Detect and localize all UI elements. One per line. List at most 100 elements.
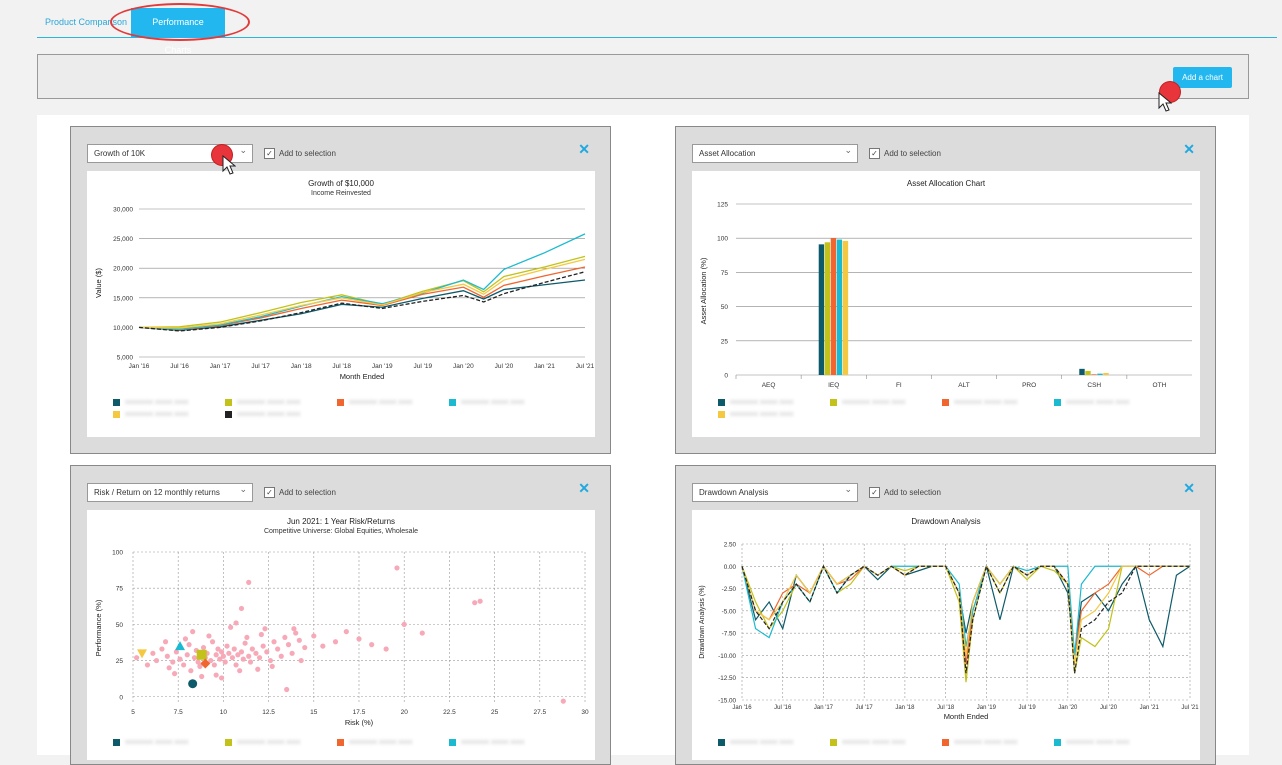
highlight-marker [196, 649, 207, 660]
panel-header: Drawdown Analysis ✓ Add to selection ✕ [676, 466, 1215, 510]
legend-item[interactable]: xxxxxxxx xxxxx xxxx [942, 399, 1017, 406]
legend-item[interactable]: xxxxxxxx xxxxx xxxx [337, 739, 412, 746]
highlight-marker [188, 679, 198, 689]
scatter-point [258, 631, 264, 638]
chart-type-select[interactable]: Drawdown Analysis [692, 481, 858, 502]
y-tick-label: 100 [112, 550, 123, 557]
legend-item[interactable]: xxxxxxxx xxxxx xxxx [225, 739, 300, 746]
legend-item[interactable]: xxxxxxxx xxxxx xxxx [718, 739, 793, 746]
checkbox[interactable]: ✓ [264, 487, 275, 498]
bar [1091, 374, 1097, 375]
x-tick-label: 30 [581, 709, 589, 716]
growth-chart-svg: Growth of $10,000 Income Reinvested 5,000 1… [94, 179, 595, 381]
x-tick-label: Jan '16 [732, 705, 752, 711]
y-tick-label: 5,000 [117, 355, 134, 362]
add-to-selection[interactable]: ✓ Add to selection [869, 487, 941, 498]
allocation-chart-svg: Asset Allocation Chart 0 25 50 75 100 125 Asset… [699, 179, 1192, 389]
y-tick-label: 0.00 [724, 564, 737, 571]
legend-item[interactable]: xxxxxxxx xxxxx xxxx [113, 739, 188, 746]
add-to-selection[interactable]: ✓ Add to selection [264, 148, 336, 159]
drawdown-chart: Drawdown Analysis 2.50 0.00 -2.50 -5.00 -7.50… [692, 510, 1200, 760]
risk-chart-svg: Jun 2021: 1 Year Risk/Returns Competitive… [94, 517, 589, 727]
checkbox[interactable]: ✓ [264, 148, 275, 159]
chart-type-select[interactable]: Risk / Return on 12 monthly returns [87, 481, 253, 502]
bar [818, 244, 825, 375]
legend-item[interactable]: xxxxxxxx xxxxx xxxx [718, 411, 793, 418]
legend-item[interactable]: xxxxxxxx xxxxx xxxx [1054, 399, 1129, 406]
legend-swatch [225, 399, 232, 406]
scatter-point [190, 629, 196, 635]
scatter-point [242, 640, 248, 646]
close-icon[interactable]: ✕ [578, 141, 590, 157]
x-tick-label: Jan '17 [210, 363, 231, 370]
tab-performance-charts[interactable]: Performance Charts [131, 8, 225, 55]
add-to-selection[interactable]: ✓ Add to selection [264, 487, 336, 498]
checkbox[interactable]: ✓ [869, 487, 880, 498]
scatter-point [262, 626, 268, 632]
y-axis-label: Value ($) [94, 268, 103, 298]
scatter-point [560, 698, 566, 704]
chart-type-select[interactable]: Growth of 10K [87, 142, 253, 163]
legend-item[interactable]: xxxxxxxx xxxxx xxxx [449, 739, 524, 746]
scatter-point [253, 650, 259, 656]
series-line [138, 258, 586, 329]
y-tick-label: 25,000 [113, 236, 133, 243]
scatter-point [134, 655, 140, 661]
legend-item[interactable]: xxxxxxxx xxxxx xxxx [830, 739, 905, 746]
legend-item[interactable]: xxxxxxxx xxxxx xxxx [225, 399, 300, 406]
scatter-point [153, 657, 160, 664]
close-icon[interactable]: ✕ [1183, 480, 1195, 496]
x-tick-label: Jul '19 [414, 363, 433, 370]
legend-item[interactable]: xxxxxxxx xxxxx xxxx [225, 411, 300, 418]
legend-item[interactable]: xxxxxxxx xxxxx xxxx [113, 399, 188, 406]
legend-swatch [718, 399, 725, 406]
legend-item[interactable]: xxxxxxxx xxxxx xxxx [449, 399, 524, 406]
y-tick-label: 100 [717, 236, 728, 243]
legend-item[interactable]: xxxxxxxx xxxxx xxxx [830, 399, 905, 406]
legend-swatch [718, 739, 725, 746]
legend-item[interactable]: xxxxxxxx xxxxx xxxx [113, 411, 188, 418]
scatter-point [296, 637, 302, 643]
scatter-point [166, 665, 172, 671]
bar [1097, 373, 1103, 375]
growth-chart: Growth of $10,000 Income Reinvested 5,000 1… [87, 171, 595, 437]
scatter-point [170, 659, 176, 665]
scatter-point [182, 636, 189, 642]
add-chart-button[interactable]: Add a chart [1173, 67, 1232, 88]
x-tick-label: Jul '18 [332, 363, 351, 370]
scatter-point [369, 642, 375, 648]
scatter-point [343, 629, 349, 635]
checkbox[interactable]: ✓ [869, 148, 880, 159]
close-icon[interactable]: ✕ [578, 480, 590, 496]
legend-swatch [942, 739, 949, 746]
x-tick-label: Jul '19 [1019, 705, 1037, 711]
close-icon[interactable]: ✕ [1183, 141, 1195, 157]
scatter-point [220, 653, 226, 659]
series-line [138, 271, 586, 332]
legend-item[interactable]: xxxxxxxx xxxxx xxxx [718, 399, 793, 406]
legend-label-redacted: xxxxxxxx xxxxx xxxx [237, 739, 301, 746]
legend-label-redacted: xxxxxxxx xxxxx xxxx [125, 399, 189, 406]
tab-bar: Product Comparison Performance Charts [37, 0, 1277, 55]
highlight-marker [175, 641, 186, 651]
tab-product-comparison[interactable]: Product Comparison [45, 17, 128, 27]
legend-label-redacted: xxxxxxxx xxxxx xxxx [237, 399, 301, 406]
add-to-selection-label: Add to selection [279, 149, 336, 158]
scatter-point [238, 649, 245, 655]
charts-container: Growth of 10K ✓ Add to selection ✕ Growt… [37, 115, 1249, 765]
x-axis-label: Risk (%) [345, 718, 374, 727]
x-tick-label: PRO [1022, 382, 1036, 389]
scatter-point [260, 643, 266, 649]
legend-swatch [337, 399, 344, 406]
legend-item[interactable]: xxxxxxxx xxxxx xxxx [1054, 739, 1129, 746]
scatter-point [246, 579, 252, 585]
chart-type-select[interactable]: Asset Allocation [692, 142, 858, 163]
x-tick-label: 22.5 [443, 709, 456, 716]
series-line [741, 564, 1190, 674]
legend-item[interactable]: xxxxxxxx xxxxx xxxx [942, 739, 1017, 746]
add-to-selection[interactable]: ✓ Add to selection [869, 148, 941, 159]
scatter-point [229, 655, 236, 661]
legend-label-redacted: xxxxxxxx xxxxx xxxx [125, 411, 189, 418]
legend-item[interactable]: xxxxxxxx xxxxx xxxx [337, 399, 412, 406]
chart-title: Growth of $10,000 [308, 179, 374, 188]
